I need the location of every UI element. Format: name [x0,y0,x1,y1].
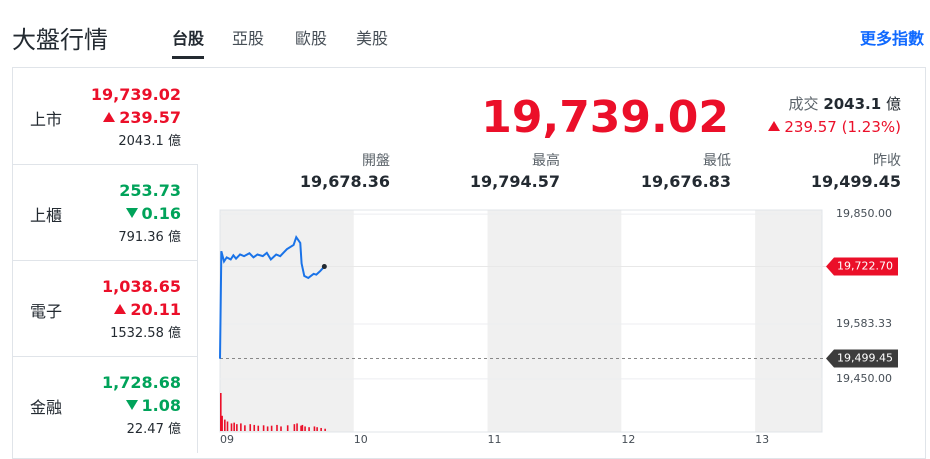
index-change: 0.16 [126,204,181,223]
index-name: 電子 [30,302,63,321]
stat-label: 最高 [532,153,560,169]
index-volume: 2043.1 億 [118,130,181,149]
volume-unit: 億 [167,422,181,437]
tab[interactable]: 美股 [356,29,389,48]
index-item[interactable] [12,260,198,357]
volume-bar [230,423,233,431]
shaded-band [755,210,822,432]
volume-bar [313,426,316,431]
y-tick-label: 19,583.33 [836,317,892,330]
turnover-value: 2043.1 [823,95,882,113]
stat-value: 19,499.45 [810,172,901,191]
volume-bar [308,427,310,431]
volume-bar [320,427,322,431]
change-percent: (1.23%) [841,118,901,136]
index-name: 上市 [30,110,63,129]
price-tag [826,349,898,368]
index-name: 金融 [30,398,63,417]
index-item[interactable] [12,164,198,261]
x-tick-label: 12 [621,433,635,446]
stat-label: 昨收 [873,153,901,169]
volume-value: 2043.1 [118,134,164,149]
volume-bar [280,426,282,431]
y-tick-label: 19,450.00 [836,372,892,385]
turnover: 成交 2043.1 億 [789,93,901,114]
index-volume: 791.36 億 [118,226,181,245]
volume-bar [293,424,296,431]
volume-value: 1532.58 [110,326,164,341]
tab[interactable]: 台股 [172,25,205,59]
tab[interactable]: 歐股 [295,29,328,48]
change-value: 239.57 [768,118,837,136]
turnover-unit: 億 [885,95,901,113]
index-change: 1.08 [126,396,181,415]
index-item[interactable] [12,356,198,453]
volume-bar [301,424,304,431]
stat-value: 19,676.83 [640,172,731,191]
volume-bar [300,425,302,431]
shaded-band [220,210,354,432]
x-tick-label: 10 [354,433,368,446]
stat-value: 19,678.36 [299,172,390,191]
tab[interactable]: 亞股 [232,29,265,48]
volume-bar [226,421,229,431]
index-price: 1,728.68 [102,373,181,392]
stat-value: 19,794.57 [469,172,560,191]
big-price: 19,739.02 [481,92,729,143]
index-change: 20.11 [114,300,181,319]
volume-bar [240,423,242,431]
price-line-series [219,234,326,359]
x-tick-label: 11 [488,433,502,446]
index-volume: 1532.58 億 [110,322,181,341]
volume-bar [304,426,306,431]
volume-bar [221,415,223,431]
turnover-label: 成交 [788,95,819,113]
volume-bar [257,425,260,431]
volume-bar [220,393,222,431]
volume-bar [224,419,226,431]
shaded-band [487,210,622,432]
index-price: 253.73 [119,181,181,200]
volume-bar [270,425,273,431]
volume-bar [253,424,256,431]
volume-bar [276,424,278,431]
price-tag-label: 19,499.45 [837,352,893,365]
volume-bar [236,424,238,431]
volume-unit: 億 [167,134,181,149]
price-tag-label: 19,722.70 [837,260,893,273]
volume-value: 22.47 [126,422,164,437]
y-tick-label: 19,850.00 [836,207,892,220]
volume-bar [262,425,265,431]
volume-bar [286,425,289,431]
x-tick-label: 13 [755,433,769,446]
volume-unit: 億 [167,230,181,245]
index-price: 1,038.65 [102,277,181,296]
index-price: 19,739.02 [90,85,181,104]
stat-label: 最低 [703,153,731,169]
volume-bar [233,422,235,431]
volume-bar [316,427,318,431]
quote-change: 239.57 (1.23%) [768,118,901,136]
volume-bar [296,423,298,431]
volume-bar [244,425,246,431]
last-point [321,264,327,270]
title: 大盤行情 [12,26,108,54]
volume-value: 791.36 [118,230,164,245]
price-tag [826,257,898,276]
volume-bar [249,424,252,431]
more-link[interactable]: 更多指數 [859,29,924,48]
stat-label: 開盤 [362,153,390,169]
index-name: 上櫃 [30,206,63,225]
index-change: 239.57 [103,108,181,127]
volume-bar [324,428,326,431]
volume-unit: 億 [167,326,181,341]
x-tick-label: 09 [220,433,234,446]
volume-bar [266,426,269,431]
index-volume: 22.47 億 [127,418,181,437]
